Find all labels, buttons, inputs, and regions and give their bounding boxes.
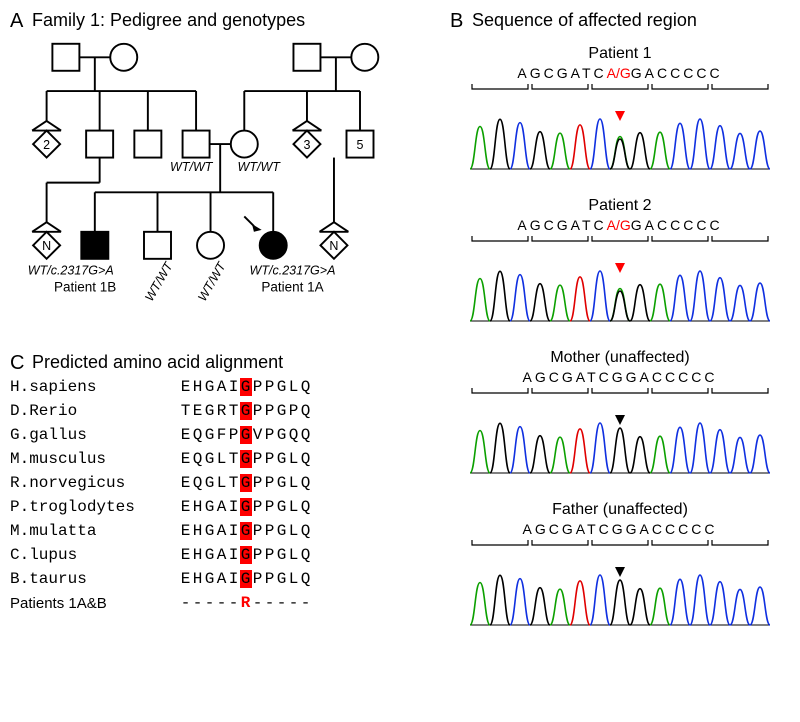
figure-root: A Family 1: Pedigree and genotypes 2 WT/W… bbox=[10, 10, 790, 712]
panel-a-label: A bbox=[10, 10, 23, 33]
alignment-row: M.musculusEQGLTGPPGLQ bbox=[10, 447, 410, 471]
alignment-row: B.taurusEHGAIGPPGLQ bbox=[10, 567, 410, 591]
svg-text:WT/WT: WT/WT bbox=[238, 160, 282, 174]
chromatogram-column: Patient 1AGCGATCA/GGACCCCC Patient 2AGCGA… bbox=[455, 45, 785, 653]
alignment-block: H.sapiensEHGAIGPPGLQD.RerioTEGRTGPPGPQG.… bbox=[10, 375, 410, 615]
svg-text:Patient 1A: Patient 1A bbox=[261, 280, 323, 295]
svg-text:N: N bbox=[329, 239, 338, 253]
alignment-row: P.troglodytesEHGAIGPPGLQ bbox=[10, 495, 410, 519]
pedigree-diagram: 2 WT/WT WT/WT 3 5 N N WT/c.2317G>A WT/WT WT/WT WT/… bbox=[10, 38, 440, 308]
alignment-row: H.sapiensEHGAIGPPGLQ bbox=[10, 375, 410, 399]
alignment-row: C.lupusEHGAIGPPGLQ bbox=[10, 543, 410, 567]
svg-text:WT/c.2317G>A: WT/c.2317G>A bbox=[28, 263, 114, 277]
chromatogram: Patient 2AGCGATCA/GGACCCCC bbox=[455, 197, 785, 331]
chromatogram: Patient 1AGCGATCA/GGACCCCC bbox=[455, 45, 785, 179]
svg-text:Patient 1B: Patient 1B bbox=[54, 280, 116, 295]
alignment-row: D.RerioTEGRTGPPGPQ bbox=[10, 399, 410, 423]
panel-c-label: C bbox=[10, 352, 24, 375]
alignment-row: R.norvegicusEQGLTGPPGLQ bbox=[10, 471, 410, 495]
svg-text:3: 3 bbox=[303, 138, 310, 152]
panel-b-title: Sequence of affected region bbox=[472, 10, 697, 31]
panel-a-title: Family 1: Pedigree and genotypes bbox=[32, 10, 305, 31]
svg-text:2: 2 bbox=[43, 138, 50, 152]
svg-text:5: 5 bbox=[357, 138, 364, 152]
panel-b-label: B bbox=[450, 10, 463, 33]
panel-c-title: Predicted amino acid alignment bbox=[32, 352, 283, 373]
svg-text:WT/WT: WT/WT bbox=[170, 160, 214, 174]
chromatogram: Mother (unaffected)AGCGATCGGACCCCC bbox=[455, 349, 785, 483]
svg-text:WT/WT: WT/WT bbox=[195, 259, 229, 304]
svg-text:N: N bbox=[42, 239, 51, 253]
alignment-row: M.mulattaEHGAIGPPGLQ bbox=[10, 519, 410, 543]
svg-text:WT/WT: WT/WT bbox=[142, 259, 176, 304]
chromatogram: Father (unaffected)AGCGATCGGACCCCC bbox=[455, 501, 785, 635]
svg-text:WT/c.2317G>A: WT/c.2317G>A bbox=[250, 263, 336, 277]
alignment-row: G.gallusEQGFPGVPGQQ bbox=[10, 423, 410, 447]
